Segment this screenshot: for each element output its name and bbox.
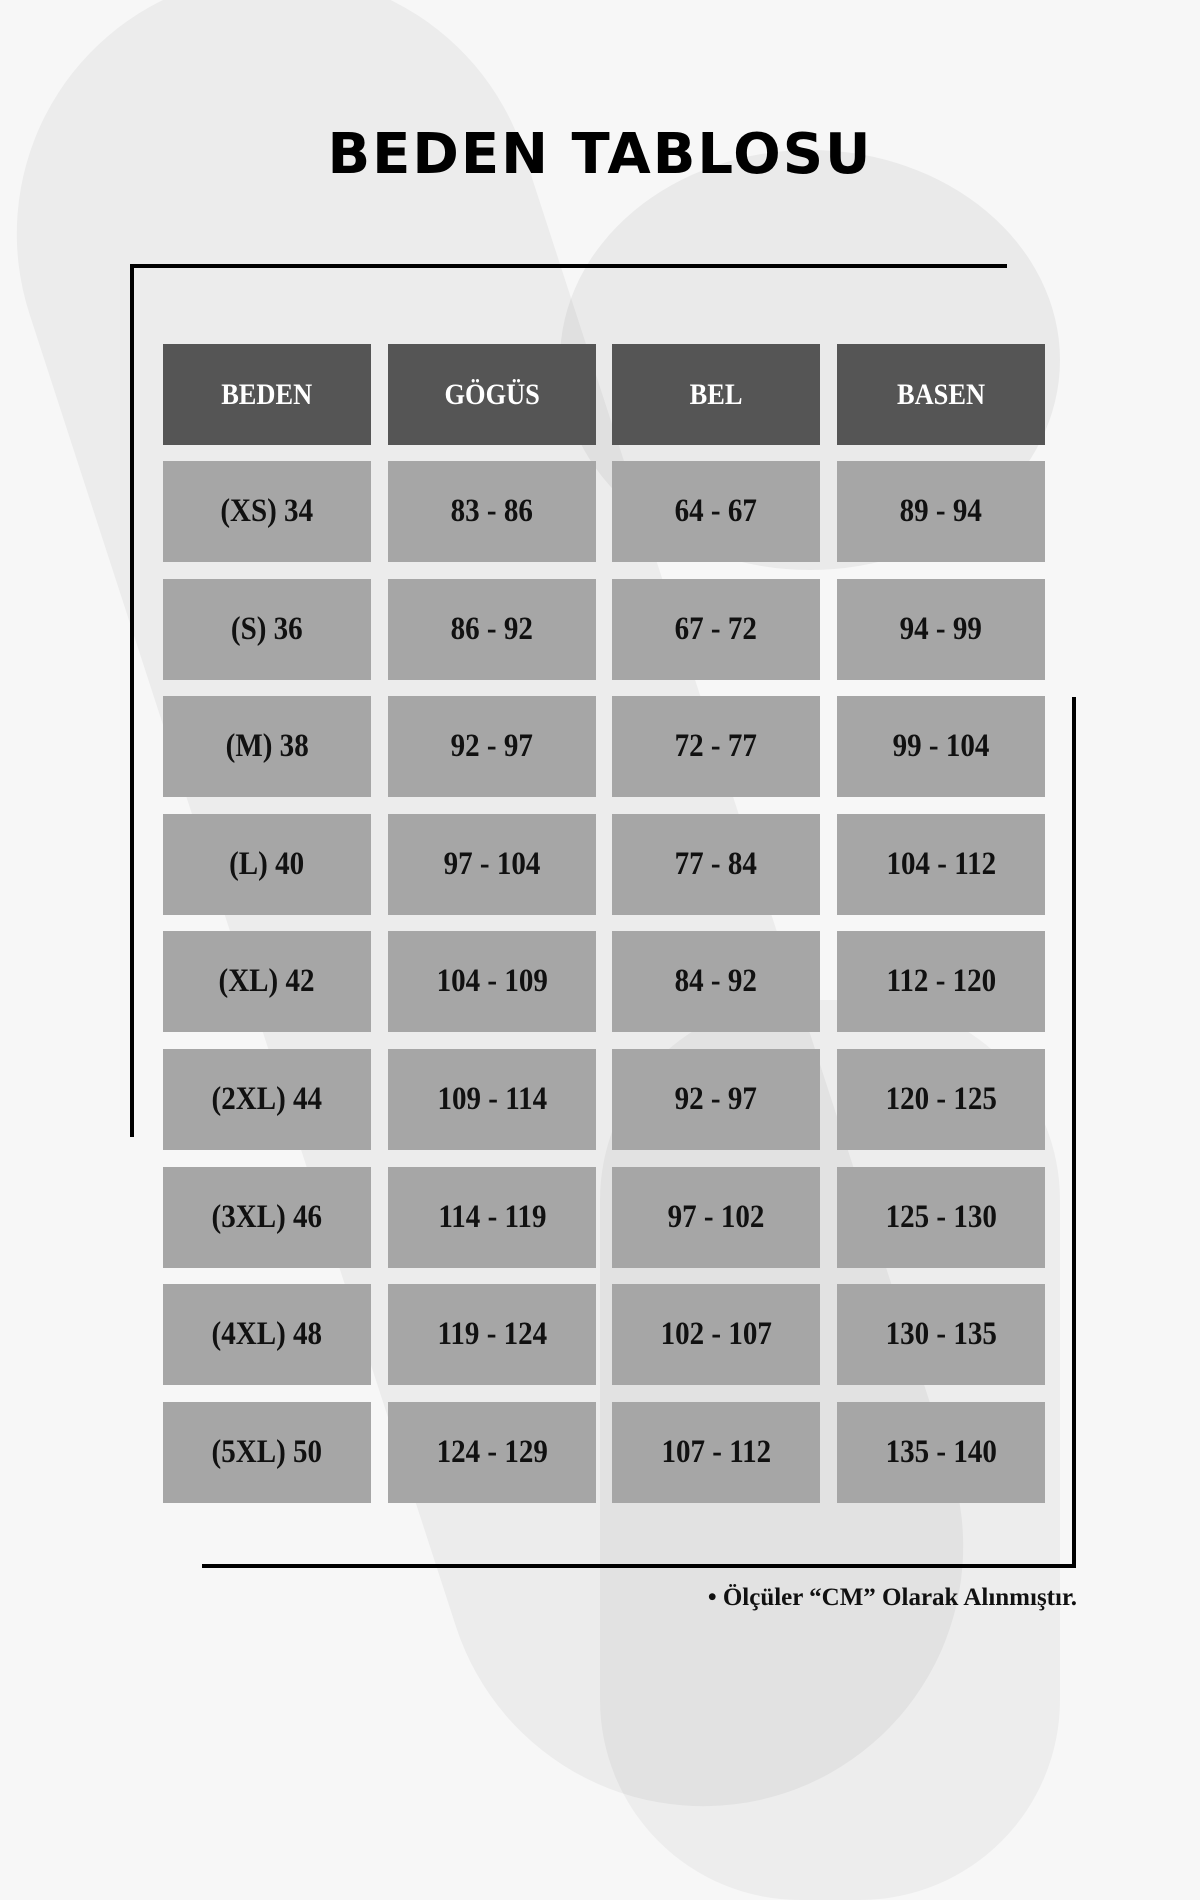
- page-title: BEDEN TABLOSU: [327, 122, 873, 187]
- cell-value: 109 - 114: [437, 1081, 547, 1117]
- cell-value: 119 - 124: [437, 1316, 547, 1353]
- cell-value: 83 - 86: [450, 493, 534, 529]
- cell-value: 89 - 94: [899, 493, 983, 529]
- table-cell: (3XL) 46: [163, 1166, 371, 1268]
- cell-value: 104 - 112: [886, 845, 996, 882]
- table-cell: 92 - 97: [388, 696, 596, 798]
- frame-bottom-line: [202, 1564, 1076, 1568]
- table-cell: 83 - 86: [388, 461, 596, 562]
- frame-right-line: [1072, 697, 1076, 1568]
- table-cell: 119 - 124: [388, 1284, 596, 1386]
- table-cell: 89 - 94: [837, 461, 1045, 562]
- table-cell: 125 - 130: [837, 1166, 1045, 1268]
- header-label: BEDEN: [221, 377, 313, 411]
- cell-value: 77 - 84: [674, 845, 758, 882]
- cell-value: (L) 40: [229, 845, 305, 882]
- table-cell: 114 - 119: [388, 1166, 596, 1268]
- cell-value: 124 - 129: [436, 1433, 548, 1470]
- table-cell: (5XL) 50: [163, 1401, 371, 1503]
- cell-value: 104 - 109: [436, 963, 548, 1000]
- cell-value: 84 - 92: [674, 963, 758, 1000]
- table-cell: 84 - 92: [612, 931, 820, 1033]
- header-label: BASEN: [896, 377, 986, 411]
- table-cell: 97 - 102: [612, 1166, 820, 1268]
- cell-value: 64 - 67: [674, 493, 758, 529]
- cell-value: (XL) 42: [218, 963, 315, 1000]
- cell-value: 130 - 135: [885, 1316, 997, 1353]
- table-cell: (XS) 34: [163, 461, 371, 562]
- measurement-note: • Ölçüler “CM” Olarak Alınmıştır.: [707, 1584, 1077, 1611]
- cell-value: 72 - 77: [674, 728, 758, 765]
- cell-value: 94 - 99: [899, 610, 983, 647]
- cell-value: 67 - 72: [674, 610, 758, 647]
- table-cell: 102 - 107: [612, 1284, 820, 1386]
- cell-value: 99 - 104: [892, 728, 990, 765]
- table-cell: 107 - 112: [612, 1401, 820, 1503]
- table-cell: 64 - 67: [612, 461, 820, 562]
- table-cell: 112 - 120: [837, 931, 1045, 1033]
- table-cell: 77 - 84: [612, 813, 820, 915]
- table-cell: 104 - 109: [388, 931, 596, 1033]
- cell-value: (5XL) 50: [211, 1433, 323, 1470]
- table-cell: 67 - 72: [612, 578, 820, 680]
- table-cell: 104 - 112: [837, 813, 1045, 915]
- table-cell: (4XL) 48: [163, 1284, 371, 1386]
- cell-value: 125 - 130: [885, 1198, 997, 1235]
- cell-value: 107 - 112: [661, 1433, 771, 1470]
- table-cell: 135 - 140: [837, 1401, 1045, 1503]
- cell-value: 92 - 97: [450, 728, 534, 765]
- cell-value: (M) 38: [225, 728, 309, 765]
- cell-value: 86 - 92: [450, 610, 534, 647]
- frame-left-line: [130, 264, 134, 1137]
- cell-value: 135 - 140: [885, 1433, 997, 1470]
- header-cell: BEL: [612, 344, 820, 445]
- table-cell: 94 - 99: [837, 578, 1045, 680]
- cell-value: 97 - 104: [443, 845, 541, 882]
- cell-value: (2XL) 44: [211, 1081, 323, 1117]
- cell-value: 114 - 119: [437, 1198, 547, 1235]
- cell-value: (3XL) 46: [211, 1198, 323, 1235]
- table-cell: 120 - 125: [837, 1049, 1045, 1150]
- frame-top-line: [134, 264, 1007, 268]
- header-cell: BASEN: [837, 344, 1045, 445]
- table-cell: 72 - 77: [612, 696, 820, 798]
- cell-value: (4XL) 48: [211, 1316, 323, 1353]
- table-cell: 109 - 114: [388, 1049, 596, 1150]
- header-cell: BEDEN: [163, 344, 371, 445]
- cell-value: 120 - 125: [885, 1081, 997, 1117]
- cell-value: 92 - 97: [674, 1081, 758, 1117]
- cell-value: 102 - 107: [660, 1316, 772, 1353]
- table-cell: 99 - 104: [837, 696, 1045, 798]
- cell-value: 112 - 120: [886, 963, 996, 1000]
- table-cell: (S) 36: [163, 578, 371, 680]
- header-label: GÖGÜS: [444, 377, 540, 411]
- cell-value: 97 - 102: [667, 1198, 765, 1235]
- cell-value: (S) 36: [231, 610, 303, 647]
- header-label: BEL: [689, 377, 743, 411]
- table-cell: 97 - 104: [388, 813, 596, 915]
- table-cell: 92 - 97: [612, 1049, 820, 1150]
- table-cell: 86 - 92: [388, 578, 596, 680]
- table-cell: (2XL) 44: [163, 1049, 371, 1150]
- table-cell: 124 - 129: [388, 1401, 596, 1503]
- cell-value: (XS) 34: [220, 493, 314, 529]
- table-cell: 130 - 135: [837, 1284, 1045, 1386]
- table-cell: (M) 38: [163, 696, 371, 798]
- table-cell: (XL) 42: [163, 931, 371, 1033]
- table-cell: (L) 40: [163, 813, 371, 915]
- header-cell: GÖGÜS: [388, 344, 596, 445]
